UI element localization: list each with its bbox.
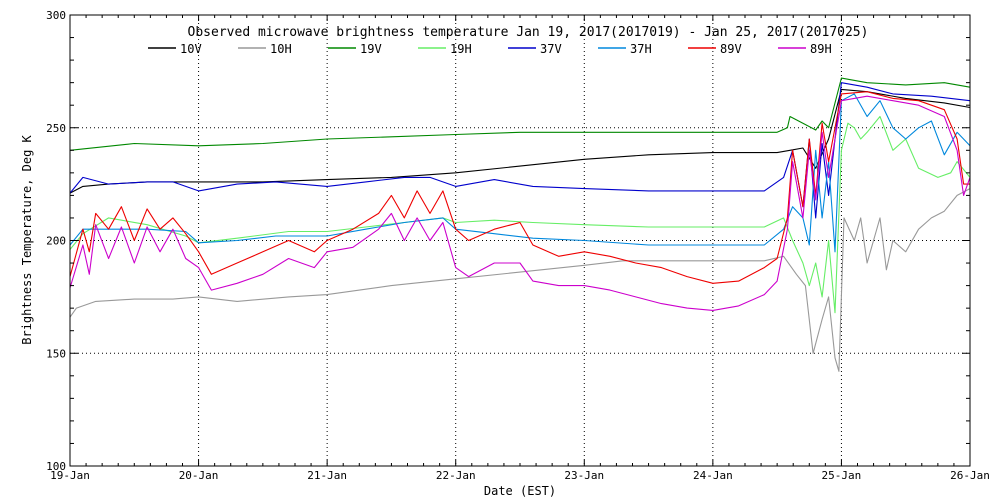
x-tick-label: 25-Jan (822, 469, 862, 482)
series-line-10h (69, 188, 971, 372)
y-axis-label: Brightness Temperature, Deg K (20, 134, 34, 344)
y-tick-label: 300 (46, 9, 66, 22)
x-tick-label: 21-Jan (307, 469, 347, 482)
series-line-37h (69, 93, 971, 253)
series-line-19v (69, 77, 971, 151)
legend-label-10h: 10H (270, 42, 292, 56)
legend-label-89v: 89V (720, 42, 742, 56)
series-line-10v (69, 88, 971, 194)
axis-ticks: 19-Jan 20-Jan 21-Jan 22-Jan 23-Jan 24-Jan 25-J… (46, 9, 990, 482)
series-lines (69, 77, 971, 372)
chart-title: Observed microwave brightness temperatur… (188, 25, 869, 40)
legend: 10V 10H 19V 19H 37V 37H 89V 89H (148, 42, 832, 56)
series-line-89h (69, 95, 971, 311)
y-tick-label: 250 (46, 122, 66, 135)
x-tick-label: 22-Jan (436, 469, 476, 482)
x-axis-label: Date (EST) (484, 484, 556, 498)
legend-label-19v: 19V (360, 42, 382, 56)
y-tick-label: 100 (46, 460, 66, 473)
x-tick-label: 23-Jan (564, 469, 604, 482)
legend-label-89h: 89H (810, 42, 832, 56)
series-line-19h (69, 115, 971, 314)
x-tick-label: 20-Jan (179, 469, 219, 482)
legend-label-10v: 10V (180, 42, 202, 56)
x-tick-label: 19-Jan (50, 469, 90, 482)
x-tick-label: 26-Jan (950, 469, 990, 482)
y-tick-label: 200 (46, 235, 66, 248)
y-tick-label: 150 (46, 347, 66, 360)
x-tick-label: 24-Jan (693, 469, 733, 482)
series-line-89v (69, 91, 970, 284)
legend-label-37v: 37V (540, 42, 562, 56)
legend-label-19h: 19H (450, 42, 472, 56)
legend-label-37h: 37H (630, 42, 652, 56)
